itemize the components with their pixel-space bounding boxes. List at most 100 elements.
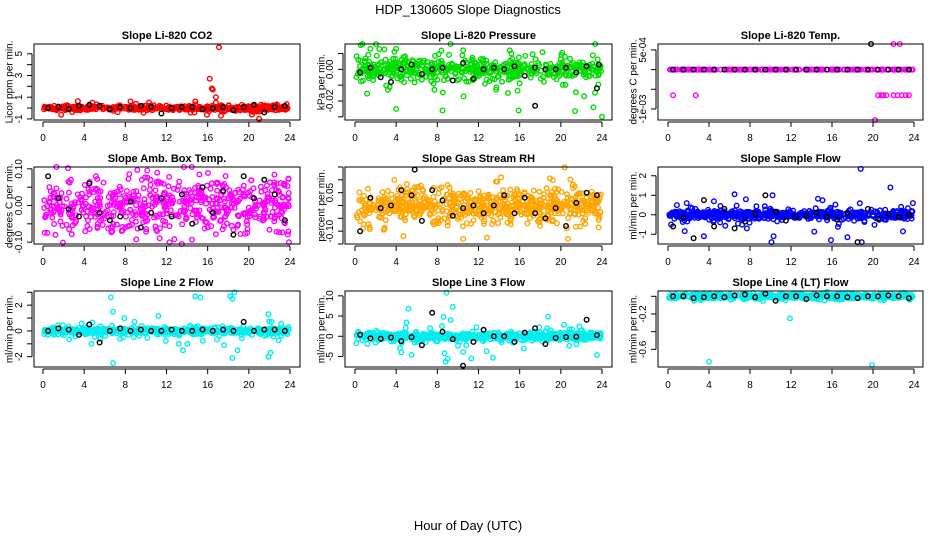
data-point [165,201,172,208]
x-tick-label: 24 [908,133,920,144]
mean-point [772,66,779,73]
data-point [882,206,889,213]
mean-point [711,66,718,73]
data-point [153,226,160,233]
x-tick-label: 0 [40,257,46,268]
mean-point [158,110,165,117]
mean-point [429,309,436,316]
outlier-point [217,112,224,119]
data-point [184,340,191,347]
data-point [272,197,279,204]
data-point [225,208,232,215]
mean-point [885,66,892,73]
mean-point [75,213,82,220]
data-point [165,183,172,190]
outlier-point [265,311,272,318]
mean-point [86,321,93,328]
y-axis-label: percent per min. [317,169,328,241]
data-point [276,191,283,198]
x-tick-label: 12 [473,380,485,391]
data-point [144,217,151,224]
mean-point [86,180,93,187]
mean-point [240,173,247,180]
mean-point [158,195,165,202]
data-point [428,78,435,85]
data-point [198,197,205,204]
mean-point [168,213,175,220]
x-tick-label: 12 [161,257,173,268]
data-point [820,66,827,73]
mean-point [731,225,738,232]
data-point [710,198,717,205]
data-point [218,204,225,211]
data-point [483,198,490,205]
data-point [694,66,701,73]
data-point [431,198,438,205]
data-point [78,320,85,327]
data-point [423,73,430,80]
panel-title: Slope Li-820 Temp. [741,30,840,42]
plot-frame [657,43,924,121]
data-point [174,186,181,193]
data-point [57,209,64,216]
y-tick-label: 2 [14,302,25,308]
data-point [203,219,210,226]
data-point [147,176,154,183]
outlier-point [206,75,213,82]
mean-point [721,66,728,73]
data-point [356,197,363,204]
y-axis: -0.100.000.10 [14,159,33,254]
data-point [585,209,592,216]
data-point [71,201,78,208]
mean-point [511,338,518,345]
panel-title: Slope Li-820 CO2 [122,30,212,42]
data-point [451,197,458,204]
data-point [65,189,72,196]
data-point [392,55,399,62]
data-point [257,183,264,190]
data-point [353,53,360,60]
data-point [668,210,675,217]
mean-point [230,231,237,238]
data-points [666,165,916,246]
mean-point [690,66,697,73]
mean-point [762,192,769,199]
mean-point [552,205,559,212]
mean-point [418,71,425,78]
data-point [448,60,455,67]
data-point [512,196,519,203]
data-point [79,325,86,332]
data-point [548,195,555,202]
data-point [579,197,586,204]
data-point [202,194,209,201]
outlier-point [692,92,699,99]
data-point [97,323,104,330]
mean-point [55,195,62,202]
data-point [77,193,84,200]
mean-point [178,191,185,198]
data-point [573,223,580,230]
data-point [544,65,551,72]
x-axis: 0 4 8 12 16 20 24 [665,245,920,268]
mean-point [813,66,820,73]
data-point [68,231,75,238]
data-point [266,194,273,201]
data-point [445,195,452,202]
data-point [359,65,366,72]
outlier-point [229,295,236,302]
outlier-point [887,184,894,191]
data-point [482,80,489,87]
data-point [277,179,284,186]
data-point [402,59,409,66]
y-tick-label: 5e-04 [638,37,649,63]
data-point [467,189,474,196]
mean-point [117,213,124,220]
data-point [364,341,371,348]
data-point [499,78,506,85]
data-point [183,214,190,221]
x-axis: 0 4 8 12 16 20 24 [40,121,296,144]
mean-point [813,209,820,216]
data-point [207,185,214,192]
data-point [515,54,522,61]
data-point [356,189,363,196]
